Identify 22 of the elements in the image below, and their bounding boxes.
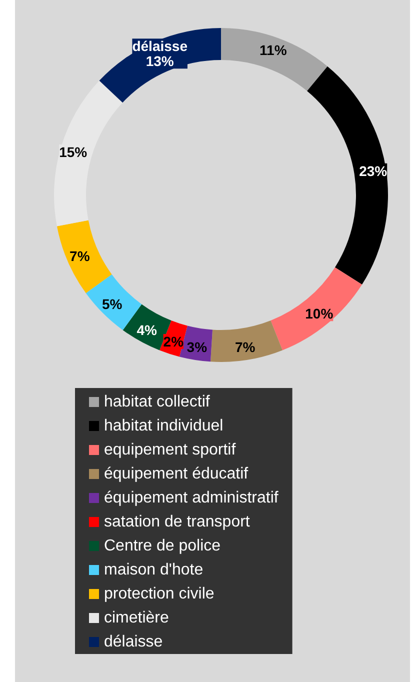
data-label: 15% (59, 144, 88, 160)
legend-label: satation de transport (104, 514, 250, 530)
legend-label: équipement éducatif (104, 466, 249, 482)
legend-label: habitat collectif (104, 394, 210, 410)
legend-label: équipement administratif (104, 490, 279, 506)
data-label: 11% (260, 42, 288, 58)
data-label: 7% (234, 339, 256, 356)
legend-label: délaisse (104, 634, 163, 650)
data-label: 7% (70, 248, 90, 264)
legend-label: Centre de police (104, 538, 221, 554)
legend-label: protection civile (104, 586, 214, 602)
data-label: 10% (305, 306, 334, 322)
legend-label: maison d'hote (104, 562, 204, 578)
data-label: 3% (186, 339, 208, 356)
data-label: délaisse 13% (132, 38, 188, 70)
data-label: 2% (163, 333, 184, 350)
legend-label: cimetière (104, 610, 170, 626)
legend-label: equipement sportif (104, 442, 236, 458)
legend-label: habitat individuel (104, 418, 224, 434)
data-label: 23% (359, 162, 388, 179)
data-label: 4% (136, 322, 158, 338)
data-label: 5% (102, 296, 123, 312)
